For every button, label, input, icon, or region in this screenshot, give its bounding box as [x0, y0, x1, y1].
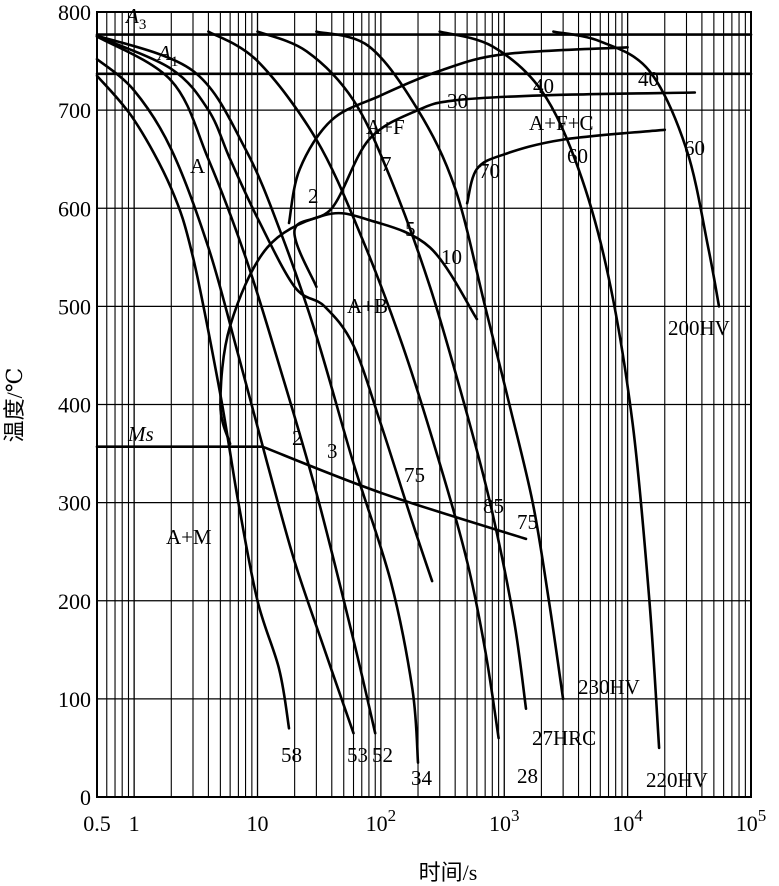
- cooling-curve: [95, 34, 420, 764]
- plot-frame: [96, 11, 752, 798]
- region-annotation: 40: [533, 74, 554, 98]
- x-tick-label: 102: [366, 806, 397, 836]
- region-annotation: A+B: [347, 294, 388, 318]
- cooling-curve-label: 52: [372, 743, 393, 767]
- cooling-curve-label: 27HRC: [532, 726, 596, 750]
- x-tick-label: 104: [612, 806, 643, 836]
- region-annotation: A3: [124, 4, 146, 33]
- cooling-curve-label: 34: [411, 766, 433, 790]
- region-annotation: A+F+C: [529, 111, 594, 135]
- cooling-curve: [207, 30, 500, 740]
- cooling-curve: [256, 30, 528, 710]
- cooling-curve-label: 53: [347, 743, 368, 767]
- region-annotation: 75: [517, 510, 538, 534]
- region-annotation: A: [190, 154, 206, 178]
- cooling-curve: [95, 35, 377, 735]
- x-axis-title: 时间/s: [419, 860, 478, 885]
- y-tick-label: 800: [58, 0, 91, 25]
- x-tick-label: 105: [736, 806, 767, 836]
- y-tick-label: 300: [58, 491, 91, 516]
- phase-boundary-m-start: [261, 445, 528, 541]
- y-tick-label: 200: [58, 589, 91, 614]
- y-tick-label: 600: [58, 196, 91, 221]
- x-tick-label: 10: [247, 811, 269, 836]
- region-annotation: 3: [327, 439, 338, 463]
- region-annotation: 40: [638, 67, 659, 91]
- cooling-curve: [95, 57, 355, 735]
- region-annotation: A+F: [366, 115, 405, 139]
- cooling-curve-label: 220HV: [646, 768, 708, 792]
- cooling-curve-label: 230HV: [578, 675, 640, 699]
- region-annotation: 2: [292, 426, 303, 450]
- x-tick-label: 0.5: [83, 811, 111, 836]
- y-tick-label: 0: [80, 785, 91, 810]
- x-tick-label: 103: [489, 806, 520, 836]
- grid: [96, 11, 751, 798]
- phase-boundary-b-start: [219, 211, 479, 446]
- phase-boundary-p-start: [465, 128, 667, 205]
- cooling-curve: [95, 35, 434, 583]
- cooling-curve-label: 28: [517, 764, 538, 788]
- region-annotation: 2: [308, 184, 319, 208]
- y-tick-label: 400: [58, 393, 91, 418]
- cooling-curve: [315, 30, 565, 701]
- region-annotation: 30: [447, 89, 468, 113]
- cooling-curve: [552, 30, 721, 308]
- region-annotation: 60: [567, 144, 588, 168]
- curves: [95, 30, 753, 764]
- phase-boundary-f-start: [287, 46, 629, 225]
- x-tick-label: 1: [129, 811, 140, 836]
- phase-boundary-b-finish: [293, 91, 697, 289]
- y-tick-label: 700: [58, 98, 91, 123]
- region-annotation: 70: [479, 159, 500, 183]
- cooling-curve: [95, 74, 291, 730]
- y-tick-label: 100: [58, 687, 91, 712]
- y-tick-label: 500: [58, 294, 91, 319]
- region-annotation: 5: [405, 217, 416, 241]
- region-annotation: A+M: [166, 525, 212, 549]
- cooling-curve-label: 58: [281, 743, 302, 767]
- cooling-curve: [438, 30, 661, 750]
- region-annotation: 10: [441, 245, 462, 269]
- region-annotation: 7: [381, 152, 392, 176]
- region-annotation: 60: [684, 136, 705, 160]
- region-annotation: A1: [156, 41, 178, 70]
- region-annotation: 85: [483, 494, 504, 518]
- y-axis-title: 温度/℃: [2, 368, 27, 443]
- region-annotation: 75: [404, 463, 425, 487]
- cooling-curve-label: 200HV: [668, 316, 730, 340]
- region-annotation: Ms: [127, 422, 154, 446]
